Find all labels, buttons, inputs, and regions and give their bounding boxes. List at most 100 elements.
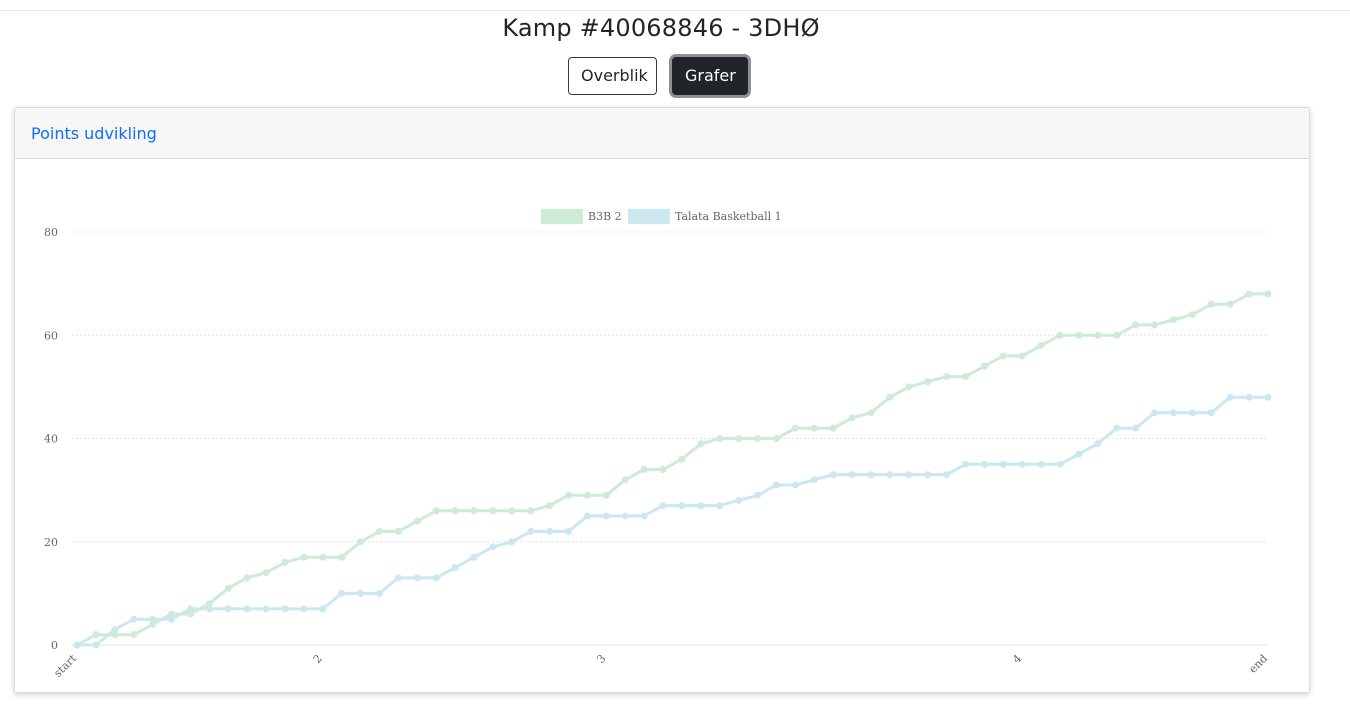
data-point (432, 574, 440, 582)
data-point (1132, 424, 1140, 432)
data-point (1151, 321, 1159, 329)
data-point (583, 491, 591, 499)
data-point (886, 471, 894, 479)
legend-label: Talata Basketball 1 (675, 210, 782, 223)
data-point (1018, 352, 1026, 360)
data-point (394, 527, 402, 535)
data-point (394, 574, 402, 582)
data-point (716, 502, 724, 510)
data-point (1207, 300, 1215, 308)
data-point (1037, 342, 1045, 350)
data-point (73, 641, 81, 649)
data-point (999, 352, 1007, 360)
data-point (1188, 311, 1196, 319)
y-tick-label: 0 (51, 639, 58, 652)
data-point (697, 440, 705, 448)
x-tick-label: 3 (594, 652, 608, 666)
data-point (1226, 300, 1234, 308)
card-header: Points udvikling (15, 108, 1309, 159)
series-line (77, 395, 1268, 647)
series-line (76, 292, 1268, 647)
data-point (168, 615, 176, 623)
data-point (1245, 393, 1253, 401)
data-point (243, 574, 251, 582)
data-point (375, 589, 383, 597)
data-point (357, 538, 365, 546)
legend-swatch (541, 209, 583, 224)
data-point (205, 600, 213, 608)
data-point (886, 393, 894, 401)
data-point (829, 471, 837, 479)
data-point (1094, 331, 1102, 339)
data-point (168, 610, 176, 618)
data-point (300, 605, 308, 613)
data-point (262, 605, 270, 613)
view-toggle-group: Overblik Grafer (0, 57, 1316, 95)
data-point (186, 605, 194, 613)
data-point (130, 615, 138, 623)
data-point (508, 538, 516, 546)
data-point (413, 517, 421, 525)
data-point (1056, 331, 1064, 339)
data-point (319, 553, 327, 561)
data-point (111, 626, 119, 634)
data-point (754, 491, 762, 499)
data-point (1245, 290, 1253, 298)
data-point (432, 507, 440, 515)
data-point (451, 507, 459, 515)
data-point (527, 527, 535, 535)
graphs-button[interactable]: Grafer (672, 57, 748, 95)
data-point (772, 481, 780, 489)
data-point (508, 507, 516, 515)
data-point (1169, 409, 1177, 417)
data-point (149, 620, 157, 628)
data-point (319, 605, 327, 613)
data-point (1075, 450, 1083, 458)
data-point (243, 605, 251, 613)
data-point (1056, 460, 1064, 468)
data-point (1018, 460, 1026, 468)
overview-button[interactable]: Overblik (568, 57, 657, 95)
data-point (224, 584, 232, 592)
data-point (640, 465, 648, 473)
data-point (583, 512, 591, 520)
data-point (92, 631, 100, 639)
data-point (1094, 440, 1102, 448)
x-tick-label: 4 (1010, 652, 1024, 666)
data-point (1113, 424, 1121, 432)
data-point (1264, 290, 1272, 298)
data-point (791, 481, 799, 489)
data-point (962, 373, 970, 381)
data-point (527, 507, 535, 515)
data-point (1169, 316, 1177, 324)
data-point (678, 455, 686, 463)
data-point (1132, 321, 1140, 329)
data-point (470, 507, 478, 515)
x-tick-label: start (51, 652, 79, 680)
data-point (943, 471, 951, 479)
data-point (1037, 460, 1045, 468)
data-point (546, 502, 554, 510)
data-point (697, 502, 705, 510)
data-point (602, 491, 610, 499)
data-point (375, 527, 383, 535)
card-title-link[interactable]: Points udvikling (31, 124, 157, 143)
x-tick-label: 2 (311, 652, 325, 666)
data-point (716, 435, 724, 442)
data-point (810, 476, 818, 484)
data-point (924, 471, 932, 479)
data-point (924, 378, 932, 386)
data-point (621, 476, 629, 484)
data-point (621, 512, 629, 520)
data-point (659, 502, 667, 510)
data-point (829, 424, 837, 432)
data-point (943, 373, 951, 381)
data-point (640, 512, 648, 520)
data-point (338, 589, 346, 597)
data-point (413, 574, 421, 582)
data-point (980, 362, 988, 370)
data-point (281, 605, 289, 613)
legend-swatch (628, 209, 670, 224)
data-point (602, 512, 610, 520)
